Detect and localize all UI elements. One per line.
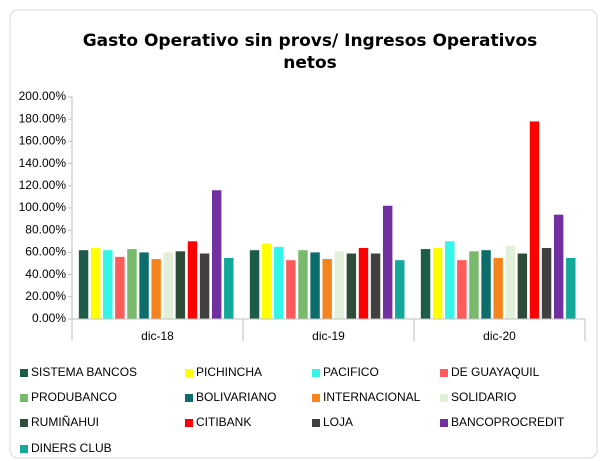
bar — [90, 247, 101, 319]
legend-label: RUMIÑAHUI — [31, 415, 99, 429]
legend-label: INTERNACIONAL — [323, 390, 421, 404]
bar — [346, 253, 357, 319]
legend-label: SOLIDARIO — [451, 390, 516, 404]
bar — [224, 257, 234, 319]
bar — [187, 241, 198, 319]
y-tick-label: 180.00% — [19, 111, 67, 125]
bar — [211, 190, 222, 319]
bar — [78, 250, 89, 319]
bar — [115, 256, 125, 319]
legend-swatch — [312, 369, 320, 377]
legend-swatch — [20, 445, 28, 453]
bar — [395, 260, 405, 319]
bar — [298, 250, 308, 319]
y-tick-label: 200.00% — [19, 89, 67, 103]
bar — [529, 121, 540, 319]
bar — [420, 249, 431, 319]
chart-title: Gasto Operativo sin provs/ Ingresos Oper… — [82, 31, 538, 73]
bar — [334, 251, 344, 319]
legend-swatch — [312, 394, 320, 402]
chart-frame — [9, 9, 598, 459]
bar — [566, 257, 576, 319]
legend-label: BOLIVARIANO — [196, 390, 276, 404]
bar — [505, 245, 515, 319]
bar — [151, 259, 161, 319]
bar — [481, 250, 491, 319]
bar — [493, 257, 503, 319]
bar — [370, 253, 381, 319]
legend-label: CITIBANK — [196, 415, 251, 429]
y-tick-label: 100.00% — [19, 200, 67, 214]
y-tick-label: 120.00% — [19, 178, 67, 192]
bar — [445, 241, 455, 319]
legend-swatch — [185, 419, 193, 427]
y-tick-label: 40.00% — [25, 267, 66, 281]
bar — [432, 247, 443, 319]
x-tick-label: dic-18 — [141, 329, 174, 343]
x-tick-label: dic-19 — [312, 329, 345, 343]
bar — [553, 214, 564, 319]
x-tick-label: dic-20 — [483, 329, 516, 343]
bar — [457, 260, 467, 319]
legend-label: PRODUBANCO — [31, 390, 117, 404]
legend-swatch — [440, 419, 448, 427]
legend-swatch — [185, 369, 193, 377]
legend-label: DE GUAYAQUIL — [451, 365, 540, 379]
bar — [249, 250, 260, 319]
legend-swatch — [20, 394, 28, 402]
bar — [286, 260, 296, 319]
y-tick-label: 60.00% — [25, 245, 66, 259]
y-tick-label: 80.00% — [25, 222, 66, 236]
bar — [139, 252, 149, 319]
bar — [163, 252, 173, 319]
legend-label: BANCOPROCREDIT — [451, 415, 565, 429]
legend-label: SISTEMA BANCOS — [31, 365, 137, 379]
legend-label: PICHINCHA — [196, 365, 262, 379]
bar — [103, 250, 113, 319]
bar — [541, 247, 552, 319]
legend-label: PACIFICO — [323, 365, 379, 379]
bar — [175, 251, 186, 319]
legend-label: LOJA — [323, 415, 353, 429]
bar — [358, 247, 369, 319]
legend-swatch — [185, 394, 193, 402]
y-tick-label: 140.00% — [19, 156, 67, 170]
y-tick-label: 20.00% — [25, 289, 66, 303]
bar — [127, 249, 137, 319]
legend-swatch — [440, 369, 448, 377]
bar — [322, 259, 332, 319]
legend-label: DINERS CLUB — [31, 441, 112, 455]
bar — [517, 253, 528, 319]
bar — [382, 205, 393, 319]
bar — [469, 251, 479, 319]
legend-swatch — [440, 394, 448, 402]
bar — [274, 246, 284, 319]
legend-swatch — [312, 419, 320, 427]
legend-swatch — [20, 369, 28, 377]
y-tick-label: 160.00% — [19, 134, 67, 148]
bar — [261, 243, 272, 319]
bar — [310, 252, 320, 319]
bar — [199, 253, 210, 319]
legend-swatch — [20, 419, 28, 427]
y-tick-label: 0.00% — [32, 311, 66, 325]
